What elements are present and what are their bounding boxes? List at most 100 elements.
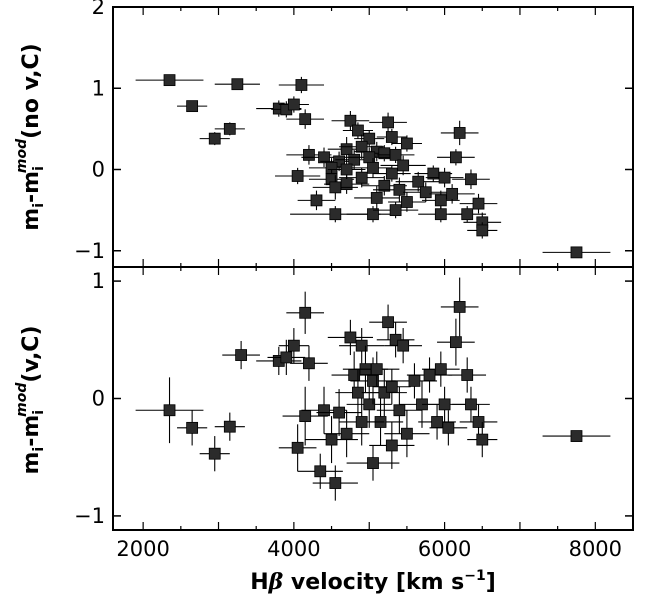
point-marker <box>472 197 485 210</box>
data-point <box>339 398 385 446</box>
point-marker <box>340 427 353 440</box>
point-marker <box>461 208 474 221</box>
top-points <box>135 74 611 259</box>
point-marker <box>393 404 406 417</box>
bottom-y-tick-label: 0 <box>92 387 105 411</box>
x-tick-label: 8000 <box>569 537 622 561</box>
data-point <box>199 132 230 146</box>
point-marker <box>476 224 489 237</box>
point-marker <box>186 421 199 434</box>
data-point <box>199 436 230 472</box>
point-marker <box>385 131 398 143</box>
point-marker <box>208 132 221 145</box>
point-marker <box>401 196 413 208</box>
point-marker <box>389 148 402 161</box>
top-y-tick-label: 2 <box>92 0 105 19</box>
data-point <box>135 74 204 87</box>
data-point <box>437 318 475 366</box>
point-marker <box>434 194 447 207</box>
data-point <box>214 412 245 441</box>
data-point <box>459 193 498 214</box>
point-marker <box>329 477 342 489</box>
data-point <box>452 386 490 422</box>
point-marker <box>382 316 394 329</box>
point-marker <box>348 153 361 166</box>
data-point <box>278 424 317 472</box>
point-marker <box>370 192 383 204</box>
point-marker <box>476 433 489 446</box>
data-point <box>312 465 358 501</box>
data-point <box>373 369 411 405</box>
point-marker <box>291 170 304 182</box>
data-point <box>384 328 422 364</box>
data-point <box>440 120 479 146</box>
top-y-tick-label: 0 <box>92 158 105 182</box>
data-point <box>222 340 260 370</box>
point-marker <box>385 439 398 452</box>
data-point <box>354 130 385 147</box>
point-marker <box>434 208 447 221</box>
x-tick-label: 6000 <box>418 537 471 561</box>
point-marker <box>186 100 199 113</box>
top-panel: 2 1 0 −1 mi-mimod(no v,C) <box>14 0 634 268</box>
point-marker <box>465 398 477 411</box>
point-marker <box>570 430 583 442</box>
point-marker <box>235 349 248 361</box>
point-marker <box>397 159 410 172</box>
point-marker <box>412 175 425 188</box>
point-marker <box>446 187 459 200</box>
point-marker <box>291 441 304 454</box>
point-marker <box>163 404 176 417</box>
bottom-panel: 1 0 −1 2000 4000 6000 8000 mi-mimod(v,C) Hβ ve… <box>14 266 634 595</box>
data-point <box>327 319 373 356</box>
data-point <box>290 345 328 381</box>
data-point <box>440 277 479 337</box>
top-y-tick-label: −1 <box>74 239 105 263</box>
point-marker <box>465 173 477 186</box>
data-point <box>214 122 245 136</box>
point-marker <box>370 363 383 376</box>
data-point <box>278 328 309 364</box>
point-marker <box>352 124 364 137</box>
point-marker <box>299 113 312 126</box>
data-point <box>286 109 325 129</box>
point-marker <box>340 178 353 191</box>
point-marker <box>363 398 376 411</box>
point-marker <box>438 171 451 184</box>
point-marker <box>318 151 330 164</box>
data-point <box>278 76 325 94</box>
point-marker <box>295 79 308 91</box>
point-marker <box>333 406 345 419</box>
point-marker <box>303 357 315 370</box>
data-point <box>312 175 358 200</box>
point-marker <box>333 155 345 168</box>
point-marker <box>385 167 398 180</box>
point-marker <box>329 208 342 221</box>
point-marker <box>472 416 485 428</box>
data-point <box>542 430 611 442</box>
data-point <box>448 206 487 223</box>
bottom-ylabel: mi-mimod(v,C) <box>14 325 47 474</box>
point-marker <box>355 339 368 352</box>
point-marker <box>303 148 315 161</box>
data-point <box>376 146 415 163</box>
point-marker <box>367 208 379 221</box>
data-point <box>354 185 400 211</box>
data-point <box>286 291 325 334</box>
point-marker <box>453 127 466 139</box>
bottom-y-tick-label: −1 <box>74 504 105 528</box>
data-point <box>376 128 407 146</box>
point-marker <box>287 98 300 111</box>
point-marker <box>318 404 330 417</box>
point-marker <box>423 369 436 381</box>
top-ticks: 2 1 0 −1 <box>74 0 633 267</box>
data-point <box>395 171 441 192</box>
data-point <box>339 328 385 364</box>
data-point <box>452 169 490 189</box>
point-marker <box>208 447 221 460</box>
point-marker <box>449 336 462 349</box>
data-point <box>177 410 208 446</box>
point-marker <box>299 306 312 319</box>
point-marker <box>344 331 357 344</box>
